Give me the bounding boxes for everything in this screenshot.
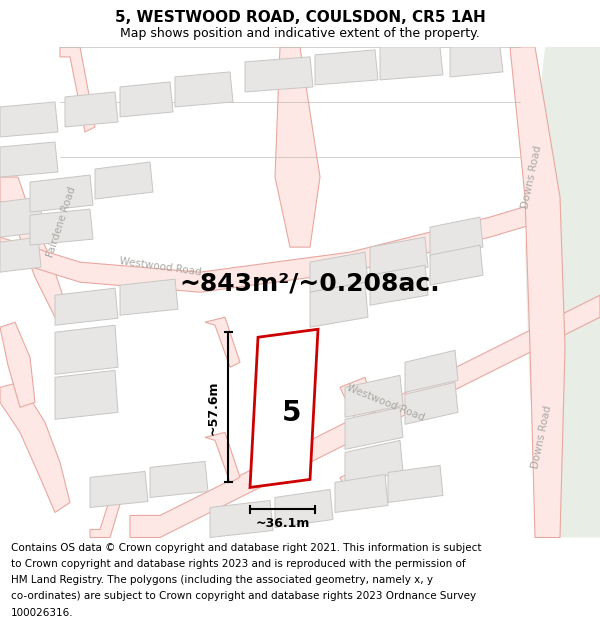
Polygon shape	[525, 47, 600, 538]
Polygon shape	[175, 72, 233, 107]
Polygon shape	[55, 325, 118, 374]
Polygon shape	[340, 468, 375, 509]
Polygon shape	[405, 382, 458, 424]
Polygon shape	[345, 441, 403, 484]
Polygon shape	[430, 245, 483, 285]
Text: ~36.1m: ~36.1m	[256, 518, 310, 531]
Polygon shape	[60, 47, 95, 132]
Polygon shape	[95, 162, 153, 199]
Polygon shape	[388, 466, 443, 503]
Polygon shape	[370, 237, 428, 277]
Polygon shape	[340, 378, 375, 419]
Polygon shape	[250, 329, 318, 488]
Polygon shape	[310, 252, 368, 292]
Polygon shape	[65, 92, 118, 127]
Polygon shape	[510, 47, 565, 538]
Text: 5, WESTWOOD ROAD, COULSDON, CR5 1AH: 5, WESTWOOD ROAD, COULSDON, CR5 1AH	[115, 10, 485, 25]
Text: ~843m²/~0.208ac.: ~843m²/~0.208ac.	[179, 271, 440, 295]
Polygon shape	[205, 432, 240, 482]
Polygon shape	[90, 482, 125, 538]
Text: 5: 5	[282, 399, 302, 428]
Polygon shape	[315, 50, 378, 85]
Text: HM Land Registry. The polygons (including the associated geometry, namely x, y: HM Land Registry. The polygons (includin…	[11, 575, 433, 585]
Polygon shape	[150, 461, 208, 498]
Polygon shape	[120, 82, 173, 117]
Polygon shape	[345, 408, 403, 449]
Polygon shape	[0, 177, 65, 318]
Text: Downs Road: Downs Road	[520, 144, 544, 209]
Polygon shape	[245, 57, 313, 92]
Text: 100026316.: 100026316.	[11, 608, 73, 618]
Text: Westwood Road: Westwood Road	[345, 382, 425, 423]
Text: Westwood Road: Westwood Road	[118, 256, 202, 278]
Polygon shape	[0, 102, 58, 137]
Polygon shape	[0, 142, 58, 177]
Polygon shape	[405, 350, 458, 392]
Polygon shape	[120, 279, 178, 315]
Text: Fairdene Road: Fairdene Road	[46, 186, 78, 259]
Text: to Crown copyright and database rights 2023 and is reproduced with the permissio: to Crown copyright and database rights 2…	[11, 559, 466, 569]
Polygon shape	[0, 197, 43, 237]
Polygon shape	[30, 175, 93, 212]
Polygon shape	[210, 501, 273, 538]
Polygon shape	[310, 282, 368, 328]
Polygon shape	[370, 265, 428, 305]
Polygon shape	[335, 474, 388, 512]
Polygon shape	[345, 375, 403, 418]
Polygon shape	[275, 489, 333, 528]
Text: Map shows position and indicative extent of the property.: Map shows position and indicative extent…	[120, 27, 480, 40]
Polygon shape	[0, 322, 35, 408]
Polygon shape	[275, 47, 320, 247]
Polygon shape	[205, 318, 240, 368]
Polygon shape	[0, 237, 41, 272]
Polygon shape	[430, 217, 483, 257]
Text: ~57.6m: ~57.6m	[207, 380, 220, 434]
Polygon shape	[0, 202, 540, 292]
Polygon shape	[30, 209, 93, 245]
Polygon shape	[0, 382, 70, 512]
Polygon shape	[130, 295, 600, 538]
Text: co-ordinates) are subject to Crown copyright and database rights 2023 Ordnance S: co-ordinates) are subject to Crown copyr…	[11, 591, 476, 601]
Polygon shape	[55, 370, 118, 419]
Polygon shape	[90, 471, 148, 508]
Text: Downs Road: Downs Road	[530, 405, 554, 470]
Polygon shape	[380, 47, 443, 80]
Polygon shape	[55, 288, 118, 325]
Text: Contains OS data © Crown copyright and database right 2021. This information is : Contains OS data © Crown copyright and d…	[11, 542, 481, 552]
Polygon shape	[450, 47, 503, 77]
